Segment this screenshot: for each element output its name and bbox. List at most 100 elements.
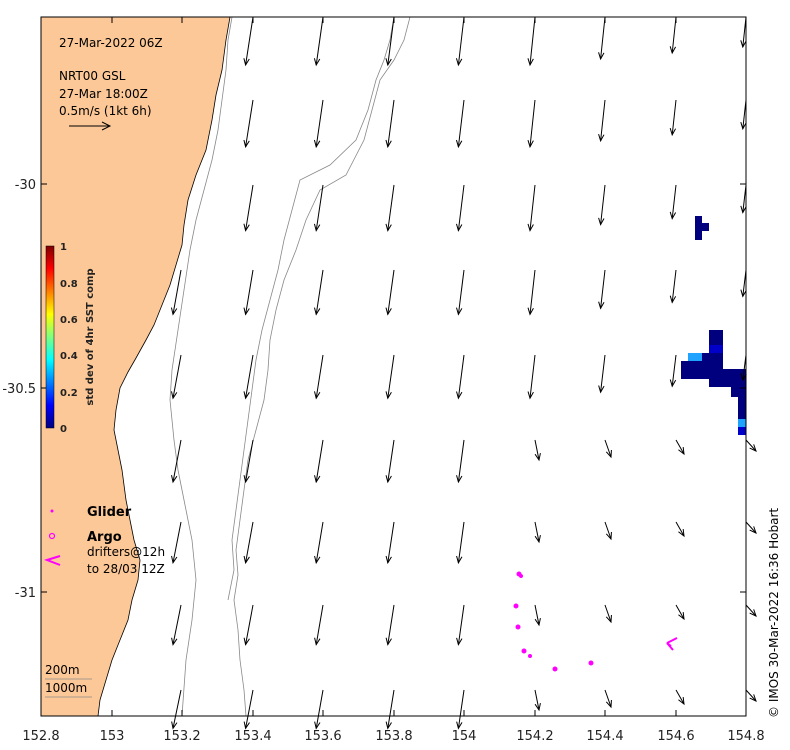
current-vector-head xyxy=(171,391,178,400)
current-vector-head xyxy=(534,453,541,462)
current-vector xyxy=(315,184,324,231)
current-vector-head xyxy=(385,555,392,565)
current-vector-head xyxy=(243,475,250,484)
current-vector xyxy=(671,269,677,303)
current-vector xyxy=(604,689,612,708)
sst-anomaly-cells xyxy=(681,216,746,435)
current-vector-head xyxy=(527,307,534,316)
x-tick-label: 153.8 xyxy=(375,729,412,744)
current-vector-head xyxy=(749,444,757,452)
current-vector xyxy=(604,604,612,623)
current-vector xyxy=(534,689,540,711)
current-vector xyxy=(742,99,747,129)
current-vector xyxy=(172,521,182,563)
current-vector-head xyxy=(456,555,463,565)
colorbar-tick: 0 xyxy=(60,424,67,435)
current-vector-head xyxy=(605,699,612,709)
current-vector-head xyxy=(527,223,534,232)
current-vector xyxy=(315,354,324,399)
current-vector xyxy=(172,689,182,729)
current-vector xyxy=(457,16,465,66)
current-vector-head xyxy=(678,446,685,456)
current-vector xyxy=(671,99,677,135)
x-tick-label: 153.6 xyxy=(304,729,341,744)
current-vector-head xyxy=(455,58,463,67)
current-vector xyxy=(745,689,757,702)
current-vector-head xyxy=(313,139,321,149)
current-vector xyxy=(457,269,465,315)
current-vector xyxy=(529,354,536,399)
current-vector xyxy=(457,184,465,231)
colorbar-title: std dev of 4hr SST comp xyxy=(85,268,96,405)
current-vector-head xyxy=(740,205,747,214)
current-vector-head xyxy=(740,121,747,131)
current-vector xyxy=(245,354,254,399)
current-vectors xyxy=(170,16,757,730)
current-vector xyxy=(675,604,685,620)
current-vector xyxy=(457,354,465,399)
legend-glider: Glider xyxy=(87,505,132,520)
current-vector xyxy=(387,269,395,315)
current-vector-head xyxy=(243,307,250,316)
current-vector xyxy=(315,604,324,645)
current-vector-head xyxy=(749,694,757,702)
y-tick-label: -30.5 xyxy=(2,382,36,397)
product-name: NRT00 GSL xyxy=(59,69,126,83)
current-vector xyxy=(742,16,747,48)
current-vector-head xyxy=(385,223,392,232)
isobath-200m xyxy=(169,17,233,716)
current-vector xyxy=(534,439,540,461)
current-vector xyxy=(745,521,757,534)
current-vector-head xyxy=(171,555,178,565)
current-vector-head xyxy=(243,139,250,149)
current-vector-head xyxy=(669,127,677,137)
current-vector xyxy=(315,16,324,66)
y-tick-label: -30 xyxy=(15,178,36,193)
current-vector-head xyxy=(313,223,321,232)
current-vector-head xyxy=(171,721,178,730)
current-vector-head xyxy=(455,139,463,149)
colorbar-tick: 0.6 xyxy=(60,315,78,326)
current-vector xyxy=(600,16,606,60)
current-vector xyxy=(671,184,677,219)
current-vector-head xyxy=(598,217,605,226)
current-vector xyxy=(745,604,757,617)
current-vector xyxy=(315,269,324,315)
current-vector-head xyxy=(527,391,534,400)
current-vector xyxy=(742,184,747,213)
colorbar-tick: 0.8 xyxy=(60,279,78,290)
x-tick-label: 153.2 xyxy=(163,729,200,744)
x-tick-label: 153.4 xyxy=(234,729,271,744)
current-vector xyxy=(245,439,254,483)
current-vector-head xyxy=(385,307,392,316)
isobath-detail xyxy=(227,17,395,601)
current-vector-head xyxy=(170,307,178,316)
current-vector xyxy=(315,439,324,483)
x-tick-label: 154.6 xyxy=(657,729,694,744)
drifter-marker-icon xyxy=(43,555,61,566)
current-vector xyxy=(172,269,182,315)
current-vector-head xyxy=(598,52,605,61)
current-vector xyxy=(387,16,395,66)
current-vector-head xyxy=(740,40,747,49)
current-vector-head xyxy=(678,611,685,621)
argo-marker-icon xyxy=(48,532,56,540)
current-vector-head xyxy=(605,449,612,459)
current-vector xyxy=(742,354,747,381)
current-vector-head xyxy=(740,373,747,382)
current-vector-head xyxy=(314,555,321,565)
current-vector-head xyxy=(740,289,747,298)
y-axis-labels: -30 -30.5 -31 xyxy=(2,178,36,601)
current-vector-head xyxy=(243,58,250,67)
current-vector-head xyxy=(605,614,612,624)
current-vector-head xyxy=(243,637,250,646)
legend: Glider Argo drifters@12h to 28/03 12Z xyxy=(43,505,165,576)
current-vector xyxy=(387,439,395,483)
current-vector xyxy=(387,184,395,231)
x-tick-label: 153 xyxy=(100,729,125,744)
colorbar-tick: 1 xyxy=(60,242,67,253)
current-vector xyxy=(245,521,254,563)
current-vector-head xyxy=(243,555,250,565)
current-vector xyxy=(245,16,254,66)
